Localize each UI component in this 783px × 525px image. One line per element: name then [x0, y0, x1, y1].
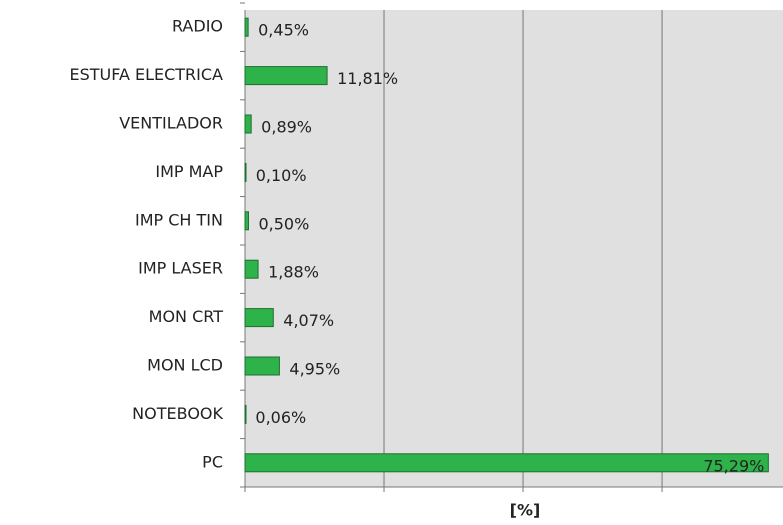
value-label: 0,89%	[261, 118, 312, 137]
bar	[244, 66, 328, 86]
y-tick-label: MON CRT	[149, 307, 224, 326]
value-label: 0,10%	[256, 166, 307, 185]
value-label: 1,88%	[268, 263, 319, 282]
bar	[244, 356, 280, 376]
value-label: 0,06%	[255, 408, 306, 427]
y-tick-label: IMP CH TIN	[135, 210, 223, 229]
y-tick-label: RADIO	[172, 17, 223, 36]
value-label: 75,29%	[703, 456, 764, 475]
bar	[244, 211, 249, 231]
value-label: 11,81%	[337, 69, 398, 88]
y-tick-label: IMP MAP	[155, 162, 223, 181]
y-tick-label: ESTUFA ELECTRICA	[69, 65, 223, 84]
value-label: 4,95%	[289, 360, 340, 379]
bar	[244, 404, 247, 424]
bar	[244, 162, 247, 182]
bar	[244, 308, 274, 328]
y-tick-label: MON LCD	[147, 356, 223, 375]
y-tick-label: IMP LASER	[138, 259, 223, 278]
value-label: 0,50%	[258, 214, 309, 233]
bar	[244, 259, 259, 279]
value-label: 0,45%	[258, 21, 309, 40]
value-label: 4,07%	[283, 311, 334, 330]
y-tick-label: NOTEBOOK	[132, 404, 223, 423]
bar	[244, 453, 769, 473]
bar	[244, 114, 252, 134]
plot-area	[245, 10, 783, 487]
bar	[244, 17, 249, 37]
y-tick-label: PC	[202, 452, 223, 471]
y-tick-label: VENTILADOR	[119, 114, 223, 133]
x-axis-label: [%]	[510, 501, 541, 520]
